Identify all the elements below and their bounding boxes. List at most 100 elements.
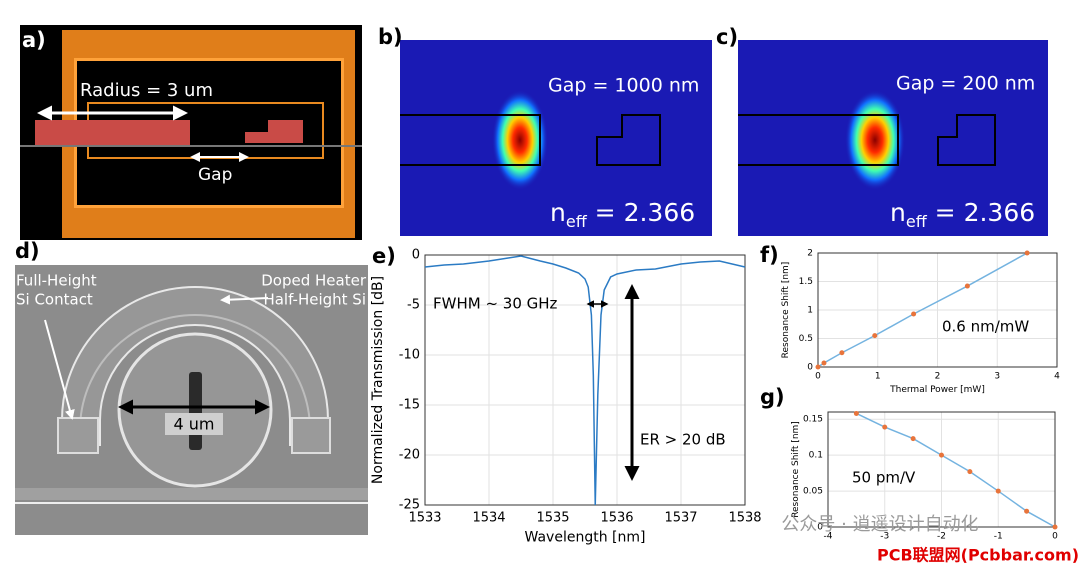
x-tick-label: 0 xyxy=(1052,532,1058,542)
panel-letter: b) xyxy=(378,25,403,49)
neff-label: neff = 2.366 xyxy=(550,198,695,231)
heater-label: Half-Height Si xyxy=(263,291,366,309)
chart: 0 1 2 3 4 0 0.5 1 1.5 2 Thermal Power [mW] Resonanc… xyxy=(760,243,1060,395)
mode-profile xyxy=(845,90,905,190)
y-tick-label: 0.15 xyxy=(803,415,823,425)
ring-outline xyxy=(596,114,661,166)
data-point xyxy=(872,333,878,339)
bus-band xyxy=(15,488,368,500)
y-tick-label: 0 xyxy=(807,363,813,373)
gap-label: Gap = 200 nm xyxy=(896,73,1035,95)
data-point xyxy=(967,469,973,475)
data-point xyxy=(882,424,888,430)
waveguide-outline xyxy=(400,114,541,166)
data-point xyxy=(910,436,916,442)
x-tick-label: 1534 xyxy=(472,511,505,526)
diameter-bg xyxy=(165,413,223,435)
x-tick-label: 3 xyxy=(994,372,1000,382)
y-tick-label: -25 xyxy=(399,498,420,513)
data-point xyxy=(1024,508,1030,514)
x-tick-label: 4 xyxy=(1054,372,1060,382)
x-tick-label: 1537 xyxy=(664,511,697,526)
heater-label: Doped Heater xyxy=(261,272,367,290)
panel-letter: f) xyxy=(760,243,779,267)
watermark: PCB联盟网(Pcbbar.com) xyxy=(877,546,1079,565)
y-tick-label: 0 xyxy=(817,523,823,533)
x-tick-label: 2 xyxy=(935,372,941,382)
heater-arrow xyxy=(220,294,269,305)
x-tick-label: 1538 xyxy=(728,511,761,526)
x-tick-label: 0 xyxy=(815,372,821,382)
data-point xyxy=(821,360,827,366)
y-axis-label: Resonance Shift [nm] xyxy=(781,262,791,359)
annotation: 0.6 nm/mW xyxy=(942,318,1029,336)
panel-letter: a) xyxy=(22,28,46,52)
neff-value: = 2.366 xyxy=(587,198,695,227)
y-tick-label: -15 xyxy=(399,398,420,413)
x-tick-label: 1533 xyxy=(408,511,441,526)
waveguide-outline xyxy=(738,114,899,166)
neff-label: neff = 2.366 xyxy=(890,198,1035,231)
x-axis-label: Thermal Power [mW] xyxy=(889,385,985,395)
annotation: FWHM ~ 30 GHz xyxy=(433,295,558,313)
slot xyxy=(189,372,202,450)
y-tick-label: -5 xyxy=(407,298,420,313)
x-tick-label: -3 xyxy=(880,532,889,542)
x-axis-label: Wavelength [nm] xyxy=(525,530,646,546)
panel-letter: c) xyxy=(716,25,738,49)
y-tick-label: 0.05 xyxy=(803,487,823,497)
y-tick-label: 0.5 xyxy=(799,334,813,344)
data-point xyxy=(995,488,1001,494)
chart: 1533 1534 1535 1536 1537 1538 0 -5 -10 -15 -20 -25 W… xyxy=(370,244,761,546)
y-tick-label: 0.1 xyxy=(809,451,823,461)
data-point xyxy=(911,311,917,317)
data-point xyxy=(964,283,970,289)
panel-d: 4 um Full-Height Si Contact Doped Heater… xyxy=(15,239,368,535)
data-point xyxy=(1052,524,1058,530)
neff-subscript: eff xyxy=(566,212,588,231)
radius-label: Radius = 3 um xyxy=(80,80,213,101)
y-axis-label: Normalized Transmission [dB] xyxy=(370,276,386,484)
neff-subscript: eff xyxy=(906,212,928,231)
panel-c: Gap = 200 nm neff = 2.366 c) xyxy=(716,25,1048,236)
ring-edge xyxy=(79,314,311,431)
y-tick-label: 1.5 xyxy=(799,277,813,287)
neff-value: = 2.366 xyxy=(927,198,1035,227)
panel-letter: e) xyxy=(372,244,396,268)
data-line xyxy=(856,412,1056,528)
data-point xyxy=(1024,250,1030,256)
contact-pad xyxy=(291,417,331,454)
ring-block xyxy=(245,120,303,143)
plot-area xyxy=(425,255,745,505)
data-point xyxy=(839,350,845,356)
contact-label: Si Contact xyxy=(16,291,93,309)
x-tick-label: -1 xyxy=(994,532,1003,542)
waveguide-block xyxy=(35,120,190,145)
panel-letter: g) xyxy=(760,385,785,409)
watermark: 公众号 · 逍遥设计自动化 xyxy=(781,514,978,535)
x-tick-label: 1536 xyxy=(600,511,633,526)
contact-arrow xyxy=(44,319,75,420)
y-tick-label: 2 xyxy=(807,249,813,259)
y-tick-label: 1 xyxy=(807,306,813,316)
plot-frame xyxy=(817,252,1058,368)
plot-frame xyxy=(424,254,746,506)
data-point xyxy=(853,410,859,416)
annotation: 50 pm/V xyxy=(852,469,916,487)
data-line xyxy=(424,255,746,506)
y-tick-label: -20 xyxy=(399,448,420,463)
heater-ring xyxy=(61,286,329,446)
panel-a: Radius = 3 um Gap a) xyxy=(20,25,362,240)
ring-outline xyxy=(937,114,996,166)
annotation: ER > 20 dB xyxy=(640,431,726,449)
neff-symbol: n xyxy=(890,198,906,227)
contact-label: Full-Height xyxy=(16,272,97,290)
gap-label: Gap = 1000 nm xyxy=(548,75,699,97)
x-tick-label: 1 xyxy=(875,372,881,382)
diameter-label: 4 um xyxy=(174,415,215,434)
y-axis-label: Resonance Shift [nm] xyxy=(791,421,801,518)
plot-frame xyxy=(827,411,1056,528)
x-tick-label: -4 xyxy=(824,532,833,542)
